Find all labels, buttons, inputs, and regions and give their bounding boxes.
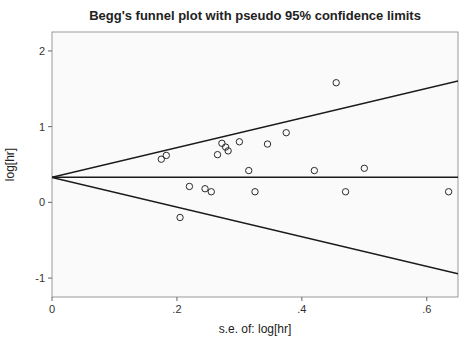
y-tick [48, 50, 52, 51]
y-tick [48, 202, 52, 203]
x-tick-label: .6 [422, 303, 431, 315]
x-tick [176, 297, 177, 301]
x-axis-label: s.e. of: log[hr] [219, 322, 292, 336]
y-tick-label: 2 [39, 45, 45, 57]
y-tick-label: 0 [39, 196, 45, 208]
y-axis-label: log[hr] [3, 148, 17, 181]
x-tick-label: .2 [172, 303, 181, 315]
plot-frame [52, 32, 458, 297]
funnel-line [52, 177, 458, 179]
x-tick-label: 0 [49, 303, 55, 315]
study-point [202, 186, 208, 192]
y-tick [48, 126, 52, 127]
study-point [283, 130, 289, 136]
y-tick-label: -1 [35, 272, 45, 284]
background [0, 0, 474, 341]
study-point [163, 152, 169, 158]
study-point [214, 151, 220, 157]
x-tick-label: .4 [297, 303, 306, 315]
funnel-line [52, 177, 458, 273]
study-point [208, 189, 214, 195]
study-point [219, 140, 225, 146]
title: Begg's funnel plot with pseudo 95% confi… [89, 8, 421, 23]
x-tick [301, 297, 302, 301]
study-point [311, 167, 317, 173]
study-point [361, 165, 367, 171]
plot-area [52, 80, 458, 274]
study-point [252, 189, 258, 195]
x-tick [52, 297, 53, 301]
study-point [246, 167, 252, 173]
study-point [177, 214, 183, 220]
study-point [225, 148, 231, 154]
funnel-line [52, 81, 458, 177]
y-tick-label: 1 [39, 121, 45, 133]
chart: 0 .2 .4 .6 -1 0 1 2 Begg's funnel plot with pseu… [0, 0, 474, 341]
y-tick [48, 278, 52, 279]
study-point [236, 139, 242, 145]
study-point [186, 183, 192, 189]
study-point [342, 189, 348, 195]
study-point [333, 80, 339, 86]
study-point [264, 141, 270, 147]
study-point [445, 189, 451, 195]
x-tick [426, 297, 427, 301]
